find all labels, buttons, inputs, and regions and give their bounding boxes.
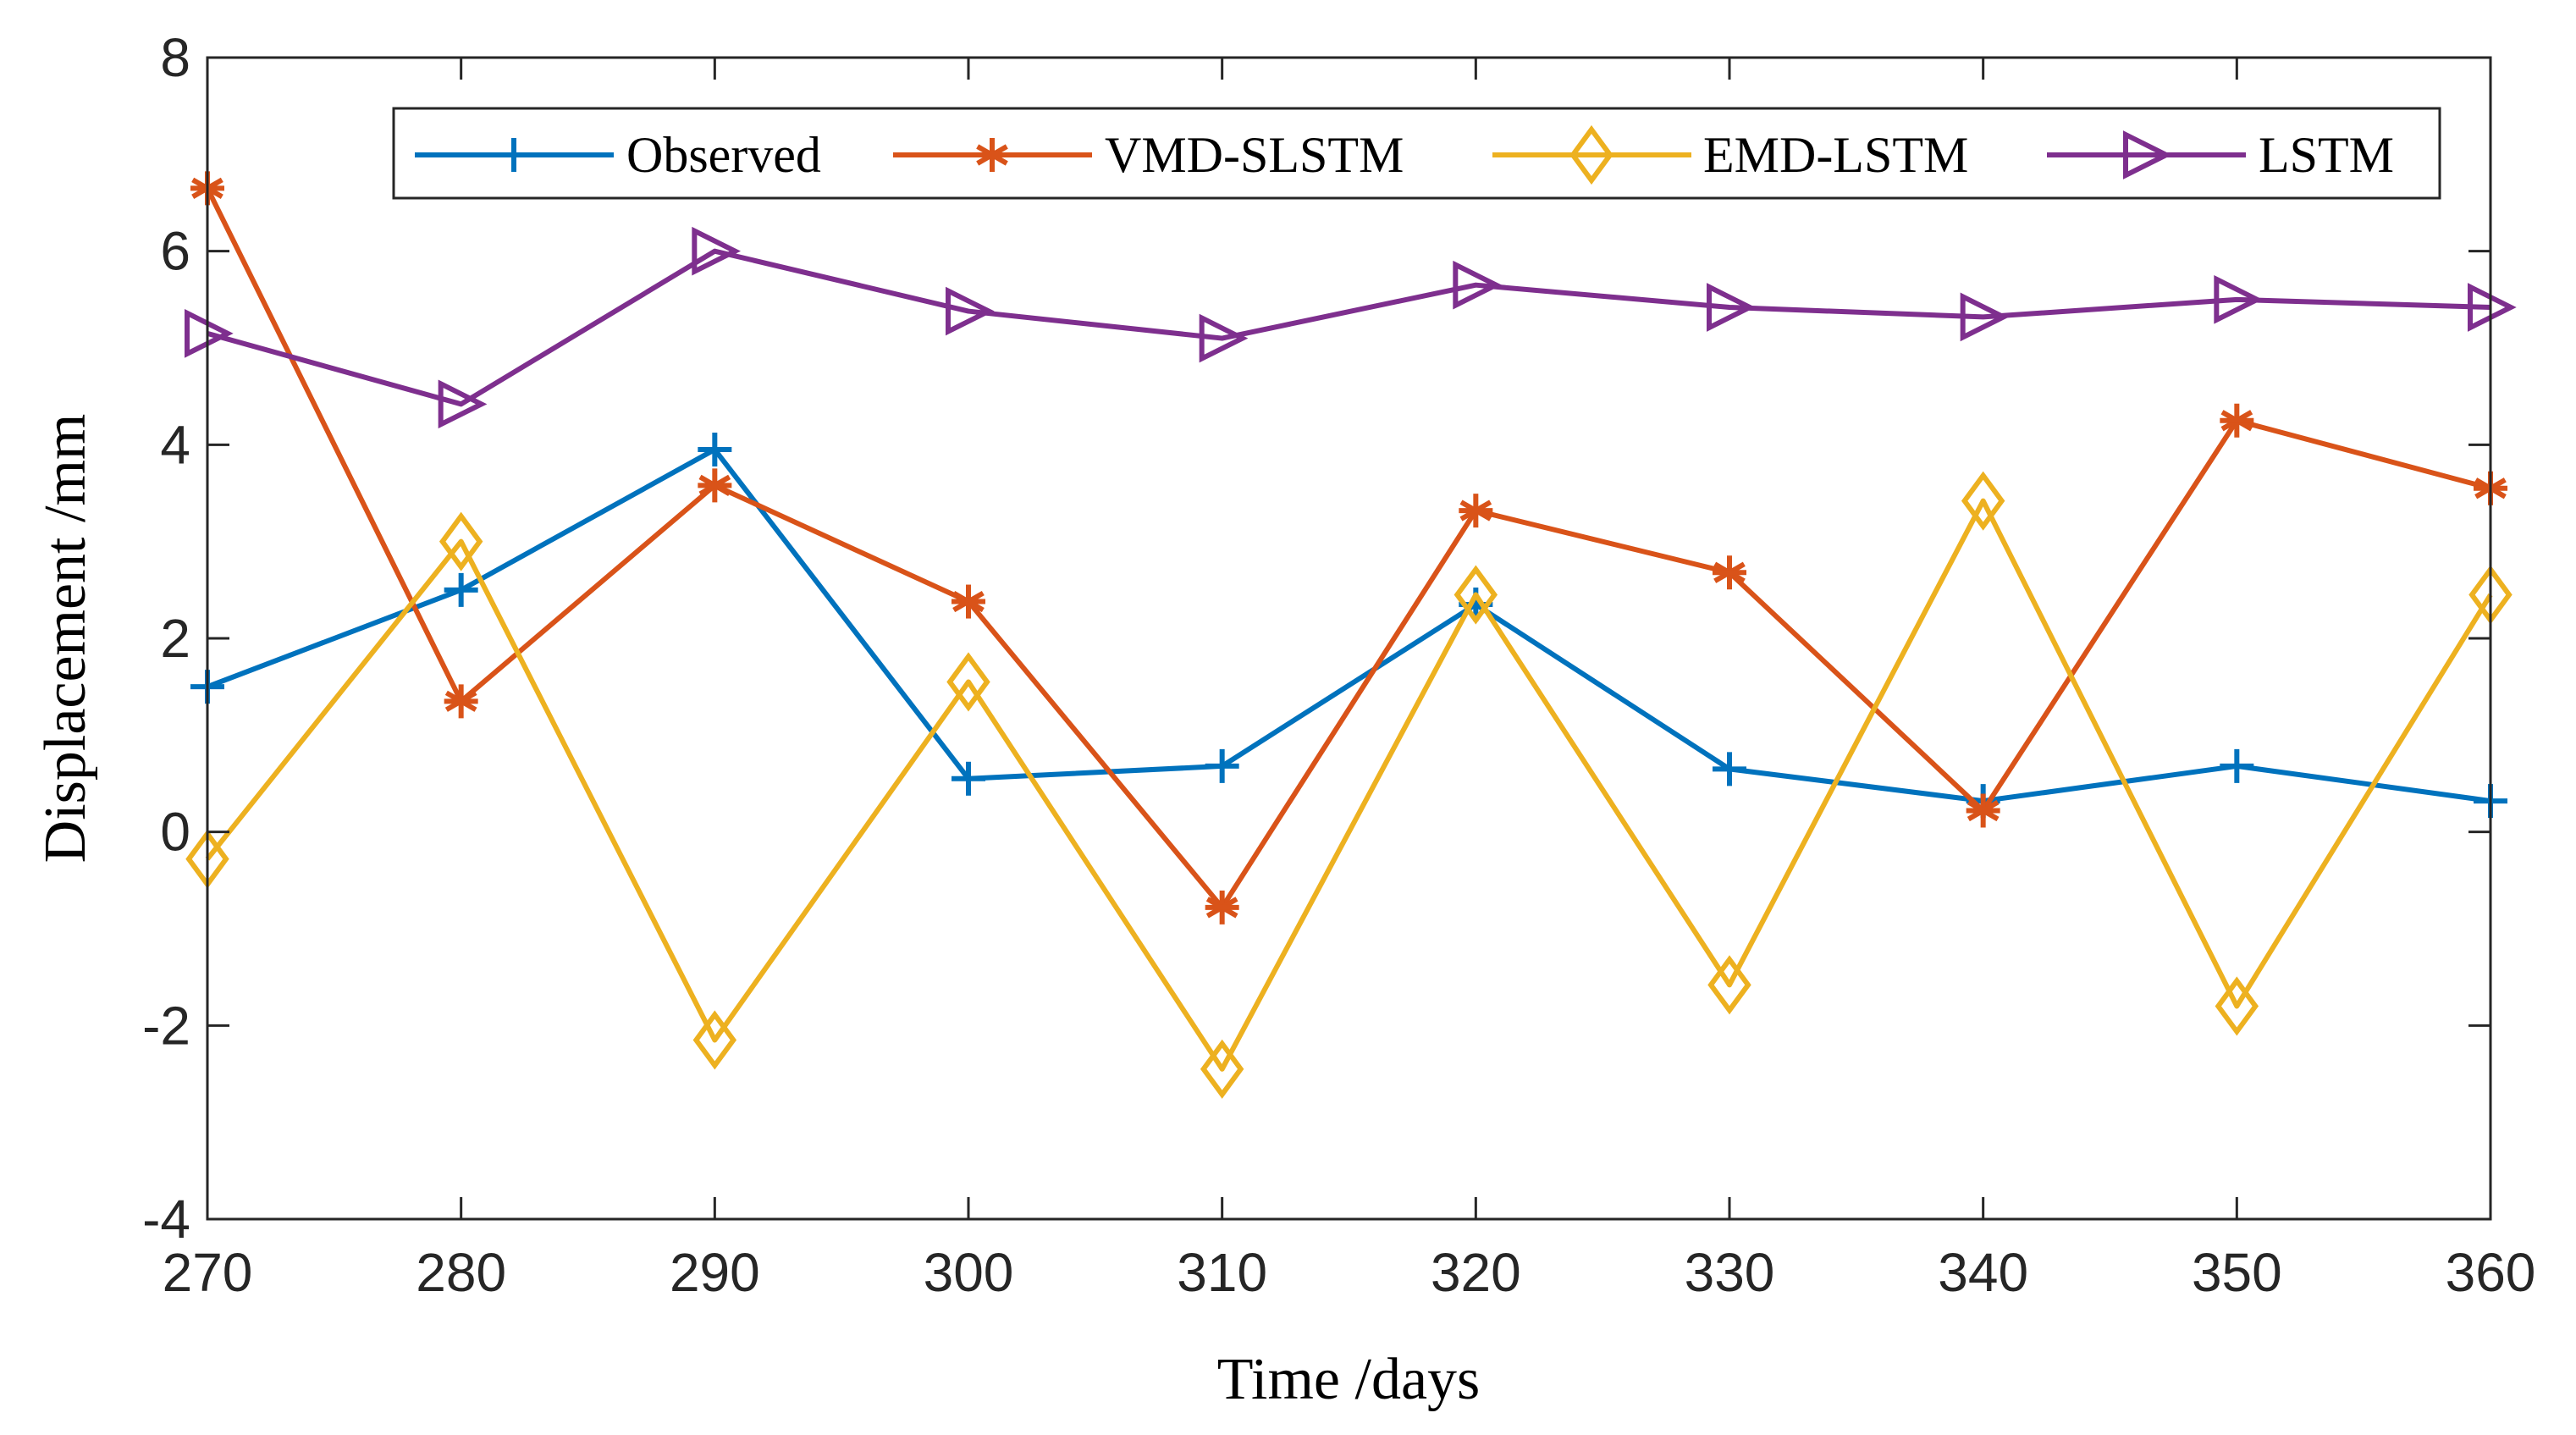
data-point	[1205, 748, 1239, 783]
legend-label: LSTM	[2259, 127, 2394, 183]
series-line	[205, 498, 2493, 1072]
data-point	[438, 379, 488, 429]
legend-marker	[975, 138, 1009, 172]
series-line	[205, 187, 2491, 910]
data-point	[2215, 976, 2259, 1036]
plot-area	[207, 58, 2491, 1219]
data-point	[946, 652, 990, 712]
y-axis-title: Displacement /mm	[33, 414, 98, 864]
y-tick-label: -4	[142, 1189, 190, 1250]
data-point	[1966, 793, 2000, 828]
data-point	[2220, 403, 2254, 438]
y-tick-label: 0	[160, 802, 190, 863]
data-point	[444, 684, 478, 719]
y-tick-label: 4	[160, 414, 190, 475]
data-point	[444, 572, 478, 607]
data-point	[1453, 565, 1498, 625]
legend-item: Observed	[415, 127, 821, 183]
legend-item: LSTM	[2047, 127, 2394, 183]
legend-label: Observed	[626, 127, 821, 183]
data-point	[1707, 955, 1751, 1015]
data-point	[1713, 555, 1746, 590]
legend-marker	[497, 138, 531, 172]
ticks-layer: 270 280 290 300 310 320 330 340 350 360 -4 -2 0 2 4 6 8	[142, 27, 2535, 1303]
data-point	[1459, 494, 1493, 528]
x-tick-label: 360	[2446, 1242, 2536, 1303]
data-point	[952, 761, 985, 796]
x-tick-label: 350	[2192, 1242, 2282, 1303]
data-point	[2220, 748, 2254, 783]
legend-item: VMD-SLSTM	[893, 127, 1404, 183]
data-point	[1707, 283, 1756, 332]
y-tick-label: 8	[160, 27, 190, 88]
x-tick-label: 270	[163, 1242, 253, 1303]
series-vmd-slstm	[190, 171, 2507, 924]
data-point	[1453, 260, 1503, 310]
legend-marker	[1569, 124, 1613, 185]
data-point	[692, 226, 742, 276]
data-point	[1960, 292, 2010, 342]
x-tick-label: 330	[1685, 1242, 1775, 1303]
x-tick-label: 320	[1431, 1242, 1521, 1303]
data-point	[1205, 890, 1239, 924]
x-tick-label: 310	[1177, 1242, 1267, 1303]
legend-marker	[2123, 130, 2172, 179]
data-point	[1713, 752, 1746, 786]
legend-label: EMD-LSTM	[1703, 127, 1968, 183]
data-point	[1200, 1039, 1244, 1099]
data-point	[946, 286, 995, 336]
x-tick-label: 340	[1938, 1242, 2028, 1303]
data-point	[439, 511, 483, 571]
x-tick-label: 280	[416, 1242, 506, 1303]
series-line	[206, 447, 2491, 804]
series-layer	[185, 171, 2517, 1099]
x-axis-title: Time /days	[1217, 1347, 1481, 1412]
series-emd-lstm	[185, 471, 2513, 1099]
data-point	[698, 468, 732, 503]
data-point	[952, 584, 985, 619]
legend-label: VMD-SLSTM	[1105, 127, 1404, 183]
y-tick-label: 6	[160, 221, 190, 282]
data-point	[2214, 274, 2264, 324]
legend: Observed VMD-SLSTM EMD-LSTM LSTM	[392, 107, 2441, 200]
data-point	[692, 1010, 737, 1070]
series-line	[207, 248, 2491, 407]
y-tick-label: -2	[142, 995, 190, 1056]
y-tick-label: 2	[160, 608, 190, 669]
data-point	[1961, 471, 2005, 531]
series-lstm	[185, 226, 2517, 429]
legend-item: EMD-LSTM	[1492, 124, 1968, 185]
data-point	[1199, 313, 1249, 363]
x-tick-label: 300	[924, 1242, 1014, 1303]
data-point	[698, 433, 732, 467]
x-tick-label: 290	[670, 1242, 760, 1303]
